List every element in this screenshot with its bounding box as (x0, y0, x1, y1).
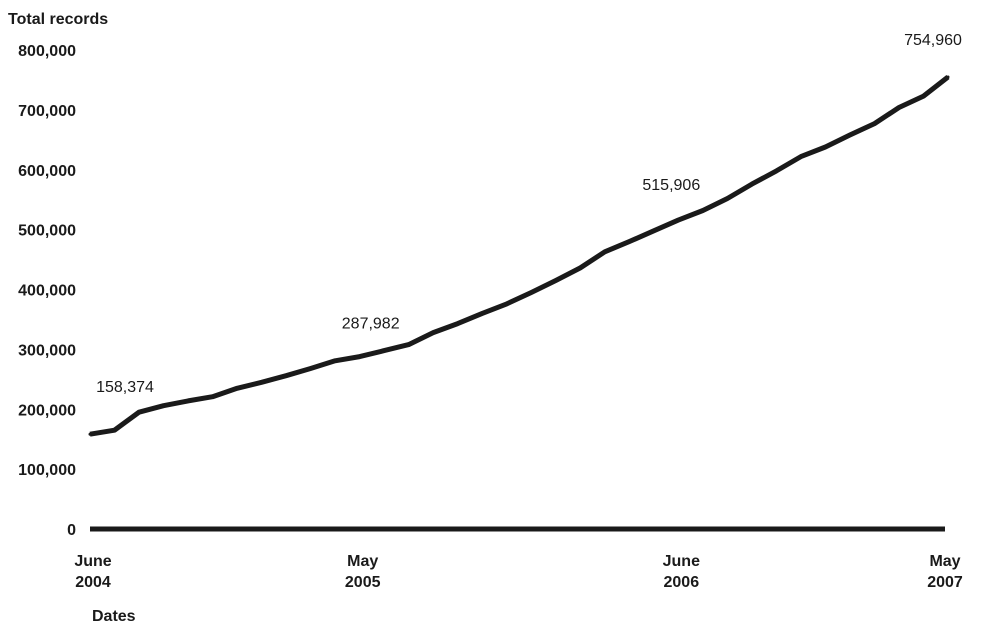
data-point (701, 209, 705, 212)
y-tick-labels: 0 100,000 200,000 300,000 400,000 500,000 600,… (18, 43, 76, 539)
y-tick-label: 0 (67, 522, 76, 539)
x-tick-labels: June 2004 May 2005 June 2006 May 2007 (74, 553, 963, 591)
data-point (333, 359, 337, 363)
data-point (211, 395, 215, 399)
data-point (456, 322, 460, 326)
y-axis-title: Total records (8, 11, 108, 28)
data-point (407, 343, 411, 347)
data-point (799, 155, 803, 159)
data-point (823, 145, 827, 149)
data-point (652, 229, 656, 233)
y-tick-label: 200,000 (18, 402, 76, 419)
data-label: 754,960 (904, 32, 962, 49)
data-label: 158,374 (96, 379, 154, 396)
data-point (88, 432, 92, 436)
data-point (578, 266, 582, 270)
data-point (897, 106, 901, 109)
y-tick-label: 700,000 (18, 103, 76, 120)
data-point (848, 133, 852, 137)
data-point (186, 399, 190, 403)
data-label: 515,906 (642, 177, 700, 194)
data-point (774, 169, 778, 173)
y-tick-label: 600,000 (18, 163, 76, 180)
x-tick-label: June 2004 (74, 553, 111, 591)
x-tick-label: June 2006 (663, 553, 700, 591)
x-axis-title: Dates (92, 608, 136, 623)
data-point (676, 218, 680, 222)
data-point (922, 94, 925, 98)
y-tick-label: 300,000 (18, 342, 76, 359)
data-point (750, 182, 754, 186)
data-point (382, 349, 386, 353)
y-tick-label: 800,000 (18, 43, 76, 60)
data-point (480, 311, 484, 315)
data-point (554, 279, 558, 282)
data-point (113, 428, 116, 432)
y-tick-label: 400,000 (18, 283, 76, 300)
data-point (137, 410, 141, 414)
data-point (529, 291, 533, 294)
data-point (603, 250, 607, 254)
data-point (235, 386, 239, 390)
data-point (725, 197, 729, 200)
data-point (873, 122, 876, 126)
data-points (88, 75, 950, 436)
data-point (358, 355, 362, 359)
data-point (627, 240, 631, 244)
data-point (309, 367, 313, 370)
x-tick-label: May 2007 (927, 553, 963, 591)
y-tick-label: 500,000 (18, 223, 76, 240)
series-line (89, 75, 950, 437)
y-tick-label: 100,000 (18, 462, 76, 479)
data-point (946, 75, 950, 79)
data-annotations: 158,374 287,982 515,906 754,960 (96, 32, 962, 396)
data-point (162, 404, 165, 408)
data-point (260, 380, 264, 384)
x-tick-label: May 2005 (345, 553, 381, 591)
data-label: 287,982 (342, 316, 400, 333)
data-point (505, 302, 509, 306)
data-point (284, 374, 288, 378)
data-point (431, 331, 435, 335)
